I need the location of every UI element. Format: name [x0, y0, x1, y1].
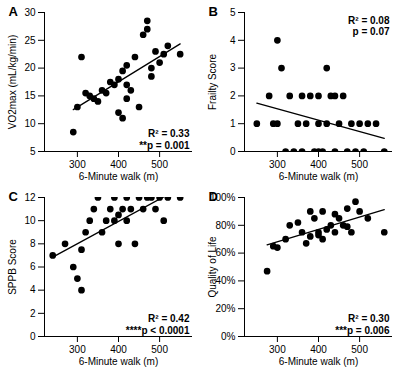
svg-text:300: 300 — [69, 159, 86, 170]
svg-text:300: 300 — [269, 159, 286, 170]
svg-text:1: 1 — [230, 118, 236, 129]
svg-text:C: C — [9, 189, 19, 204]
svg-text:R² = 0.33**p = 0.001: R² = 0.33**p = 0.001 — [139, 128, 190, 151]
svg-text:R² = 0.08p = 0.07: R² = 0.08p = 0.07 — [348, 15, 390, 38]
svg-text:D: D — [209, 189, 218, 204]
svg-text:500: 500 — [351, 159, 368, 170]
svg-text:80%: 80% — [215, 220, 235, 231]
svg-text:5: 5 — [230, 7, 236, 18]
svg-text:R² = 0.42****p < 0.0001: R² = 0.42****p < 0.0001 — [126, 313, 190, 336]
svg-text:400: 400 — [110, 159, 127, 170]
svg-text:20: 20 — [24, 62, 36, 73]
svg-text:6: 6 — [30, 261, 36, 272]
svg-text:5: 5 — [30, 146, 36, 157]
svg-text:2: 2 — [30, 308, 36, 319]
svg-text:15: 15 — [24, 90, 36, 101]
svg-text:6-Minute walk (m): 6-Minute walk (m) — [79, 171, 158, 182]
svg-text:A: A — [9, 4, 19, 19]
svg-text:10: 10 — [24, 215, 36, 226]
svg-text:100%: 100% — [209, 191, 236, 203]
svg-text:20%: 20% — [215, 303, 235, 314]
svg-text:400: 400 — [310, 344, 327, 355]
svg-text:SPPB Score: SPPB Score — [7, 239, 18, 295]
svg-text:4: 4 — [30, 284, 36, 295]
svg-text:400: 400 — [110, 344, 127, 355]
svg-text:R² = 0.30***p = 0.006: R² = 0.30***p = 0.006 — [335, 313, 390, 336]
svg-text:6-Minute walk (m): 6-Minute walk (m) — [79, 356, 158, 367]
svg-text:10: 10 — [24, 118, 36, 129]
svg-text:500: 500 — [351, 344, 368, 355]
svg-text:0: 0 — [30, 331, 36, 342]
svg-text:0%: 0% — [221, 331, 236, 342]
svg-text:60%: 60% — [215, 247, 235, 258]
svg-text:6-Minute walk (m): 6-Minute walk (m) — [279, 356, 358, 367]
svg-text:B: B — [209, 4, 218, 19]
svg-text:3: 3 — [230, 62, 236, 73]
svg-text:40%: 40% — [215, 275, 235, 286]
svg-text:300: 300 — [269, 344, 286, 355]
svg-text:Frailty Score: Frailty Score — [207, 54, 218, 111]
svg-text:VO2max (mL/kg/min): VO2max (mL/kg/min) — [7, 35, 18, 129]
svg-text:30: 30 — [24, 7, 36, 18]
svg-text:Quality of Life: Quality of Life — [207, 236, 218, 298]
svg-text:25: 25 — [24, 35, 36, 46]
svg-text:400: 400 — [310, 159, 327, 170]
svg-text:300: 300 — [69, 344, 86, 355]
svg-text:2: 2 — [230, 90, 236, 101]
svg-text:0: 0 — [230, 146, 236, 157]
svg-text:6-Minute walk (m): 6-Minute walk (m) — [279, 171, 358, 182]
svg-text:4: 4 — [230, 35, 236, 46]
svg-text:12: 12 — [24, 192, 36, 203]
svg-text:500: 500 — [151, 344, 168, 355]
svg-text:8: 8 — [30, 238, 36, 249]
svg-text:500: 500 — [151, 159, 168, 170]
